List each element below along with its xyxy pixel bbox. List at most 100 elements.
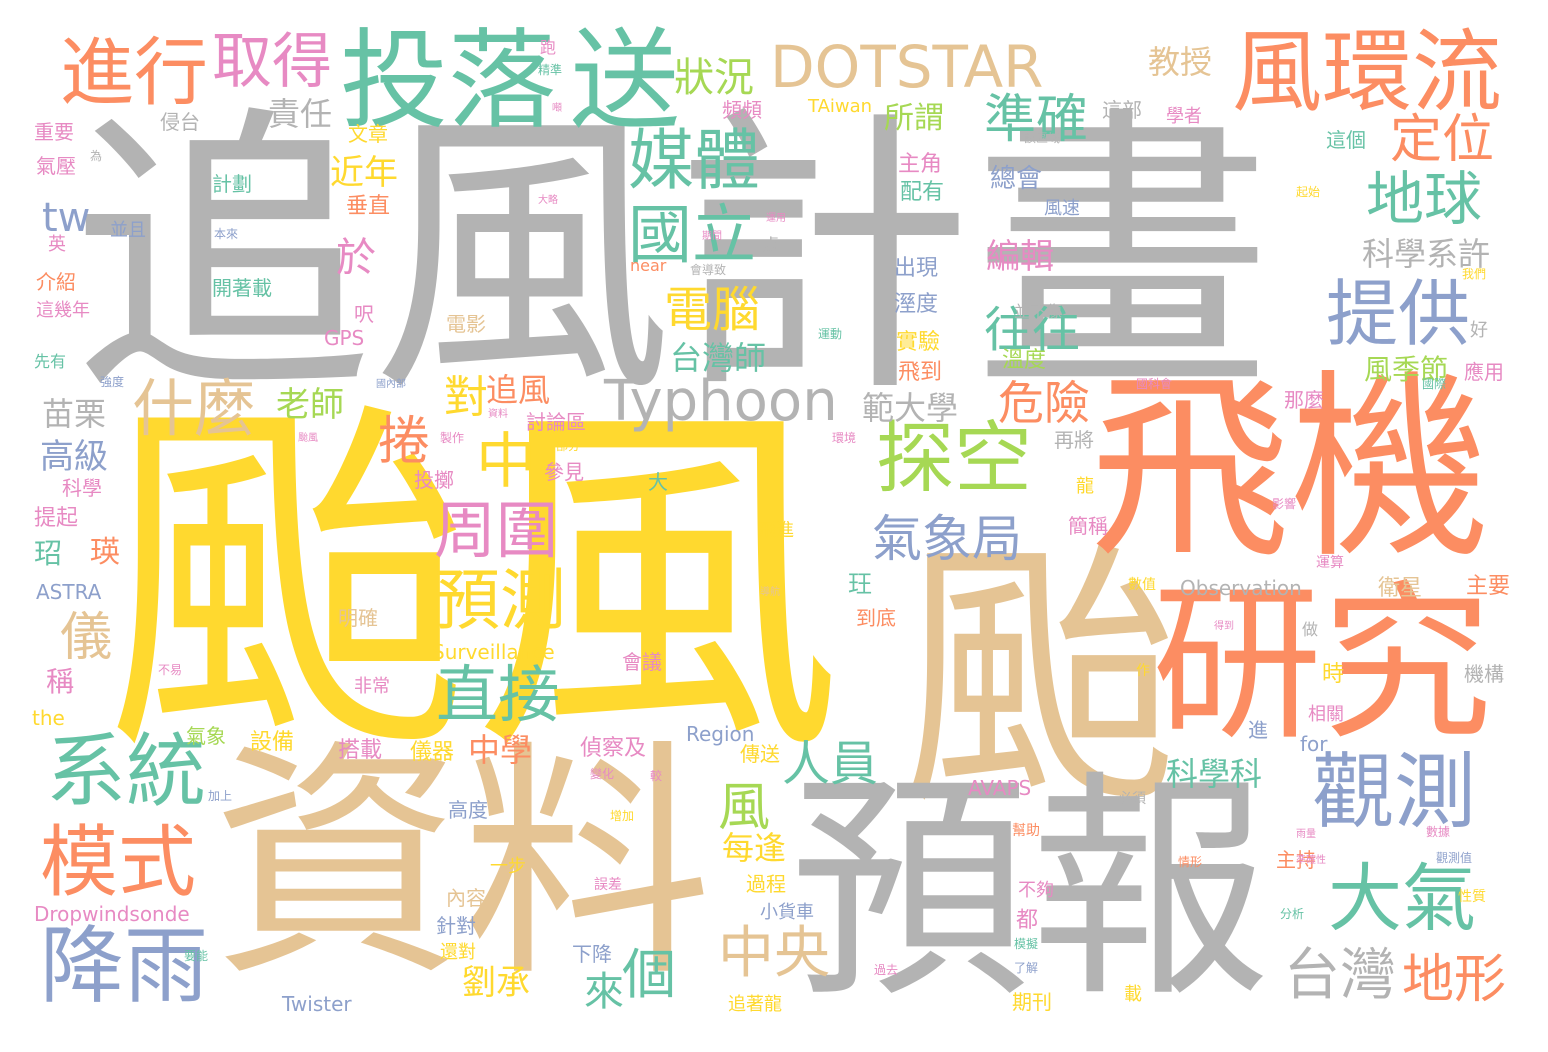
cloud-word: 雨量 <box>1296 829 1316 840</box>
cloud-word: 跑 <box>540 38 557 57</box>
cloud-word: 提供 <box>1326 272 1471 356</box>
cloud-word: 模擬 <box>1014 937 1039 951</box>
cloud-word: 儀 <box>60 608 113 668</box>
cloud-word: 取得 <box>212 27 332 97</box>
cloud-word: 氣象局 <box>872 510 1022 568</box>
cloud-word: 範大學 <box>862 389 959 427</box>
cloud-word: 國科會 <box>1136 377 1173 391</box>
cloud-word: 危險 <box>998 376 1090 430</box>
cloud-word: 編輯 <box>986 237 1054 277</box>
cloud-word: 電腦 <box>664 282 761 338</box>
cloud-word: 教授 <box>1148 43 1213 81</box>
cloud-word: 非常 <box>354 676 390 697</box>
cloud-word: Surveillance <box>432 640 555 664</box>
cloud-word: 於 <box>336 235 376 281</box>
cloud-word: 準確性 <box>1296 855 1326 866</box>
cloud-word: 媒體 <box>628 122 760 199</box>
cloud-word: TAiwan <box>808 96 873 117</box>
cloud-word: 誤差 <box>594 877 622 893</box>
cloud-word: 飛機 <box>1090 353 1491 586</box>
cloud-word: 龍 <box>1076 476 1094 497</box>
cloud-word: 投擲 <box>414 468 454 492</box>
cloud-word: 應用 <box>1464 360 1504 384</box>
cloud-word: 簡稱 <box>1068 514 1108 538</box>
cloud-word: 稱 <box>46 665 75 698</box>
cloud-word: 幫助 <box>1012 823 1040 839</box>
cloud-word: 人員 <box>782 736 879 792</box>
cloud-word: 那麼 <box>1284 388 1324 412</box>
cloud-word: 預測 <box>434 562 566 639</box>
cloud-word: 增加 <box>610 809 635 823</box>
cloud-word: 強度 <box>100 375 125 389</box>
cloud-word: 送 <box>570 17 680 145</box>
cloud-word: 大略 <box>538 195 558 206</box>
cloud-word: 頻頻 <box>722 98 762 122</box>
cloud-word: 會議 <box>622 650 662 674</box>
cloud-word: 為 <box>90 149 103 163</box>
cloud-word: Observation <box>1180 576 1302 600</box>
cloud-word: 參見 <box>544 460 584 484</box>
cloud-word: 中 <box>476 427 536 497</box>
cloud-word: AVAPS <box>968 776 1032 800</box>
cloud-word: 周圍 <box>434 494 559 567</box>
cloud-word: 期間 <box>702 231 722 242</box>
cloud-word: 機構 <box>1464 662 1504 686</box>
cloud-word: 部分 <box>556 439 581 453</box>
cloud-word: 總會 <box>990 164 1043 194</box>
cloud-word: 環境 <box>832 431 857 445</box>
cloud-word: 較 <box>650 769 663 783</box>
cloud-word: 學者 <box>1166 106 1202 127</box>
cloud-word: 載 <box>1124 984 1142 1005</box>
cloud-word: 主角 <box>898 152 943 177</box>
cloud-word: 噸 <box>552 103 562 114</box>
cloud-word: 性質 <box>1458 889 1486 905</box>
cloud-word: 這部 <box>1102 98 1142 122</box>
cloud-word: 出現 <box>894 256 939 281</box>
cloud-word: 討論區 <box>526 410 586 434</box>
cloud-word: 飛到 <box>898 360 943 385</box>
cloud-word: 風 <box>718 778 771 838</box>
cloud-word: 資料 <box>212 719 712 1010</box>
cloud-word: 資料 <box>488 409 508 420</box>
cloud-word: 本來 <box>214 227 239 241</box>
cloud-word: 精準 <box>538 63 563 77</box>
cloud-word: 颱 <box>40 160 41 161</box>
cloud-word: 這幾年 <box>36 300 90 321</box>
cloud-word: 實驗 <box>896 330 941 355</box>
cloud-word: 計劃 <box>212 172 252 196</box>
cloud-word: 儀器 <box>410 740 455 765</box>
cloud-word: 國際 <box>1422 377 1447 391</box>
cloud-word: 降雨 <box>40 917 209 1015</box>
cloud-word: 並不像 <box>1014 302 1063 321</box>
cloud-word: tw <box>42 195 91 241</box>
cloud-word: 下降 <box>572 942 612 966</box>
cloud-word: 直接 <box>436 658 561 731</box>
cloud-word: 科學系許 <box>1362 235 1491 273</box>
cloud-word: 對 <box>444 372 488 423</box>
cloud-word: 呎 <box>354 302 374 326</box>
cloud-word: 觀測值 <box>1436 851 1473 865</box>
cloud-word: 颱風 <box>298 433 318 444</box>
cloud-word: ASTRA <box>36 580 102 604</box>
cloud-word: 主持 <box>1276 848 1316 872</box>
cloud-word: 進行 <box>60 30 208 116</box>
cloud-word: 中央 <box>718 921 830 986</box>
cloud-word: 捲 <box>378 412 431 472</box>
cloud-word: 來 <box>584 969 624 1015</box>
cloud-word: 玿 <box>34 537 63 570</box>
cloud-word: 所謂 <box>884 101 944 136</box>
cloud-word: 期刊 <box>1012 990 1052 1014</box>
cloud-word: 都 <box>1016 908 1039 933</box>
cloud-word: 明確 <box>338 606 378 630</box>
cloud-word: 該區域 <box>1024 131 1061 145</box>
cloud-word: 一步 <box>490 856 526 877</box>
cloud-word: 台灣師 <box>670 339 767 377</box>
cloud-word: 起始 <box>1296 185 1321 199</box>
cloud-word: 國立 <box>628 199 756 273</box>
cloud-word: GPS <box>324 326 365 350</box>
cloud-word: 過程 <box>746 872 786 896</box>
cloud-word: 配有 <box>900 180 945 205</box>
cloud-word: 運動 <box>818 327 843 341</box>
cloud-word: 風速 <box>1044 198 1080 219</box>
